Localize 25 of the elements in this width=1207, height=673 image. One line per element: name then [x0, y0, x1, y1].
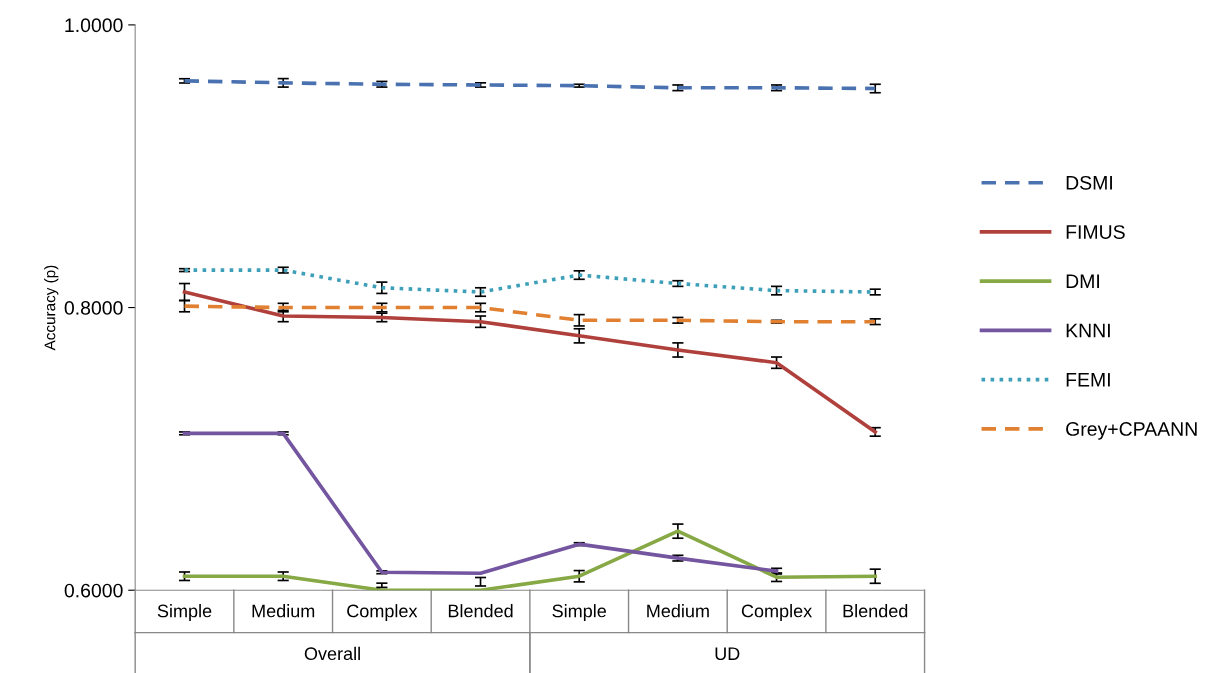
x-tick-label: Complex — [347, 604, 418, 621]
x-tick-label: Blended — [448, 604, 513, 618]
legend-label: DSMI — [1066, 175, 1112, 190]
y-axis-title: Accuracy (p) — [44, 265, 59, 351]
text: UD — [715, 647, 740, 661]
line-series — [182, 290, 878, 434]
x-tick-label: Simple — [157, 604, 212, 621]
line-series — [182, 529, 878, 591]
legend-label: FEMI — [1066, 373, 1110, 387]
legend-label: DMI — [1066, 274, 1099, 288]
legend-label: KNNI — [1066, 323, 1110, 338]
y-tick-label: 1.0000 — [65, 18, 123, 33]
x-tick-label: Medium — [252, 604, 315, 618]
line-series — [182, 304, 878, 324]
x-tick-label: Medium — [647, 604, 709, 618]
x-tick-label: Complex — [741, 604, 812, 621]
x-tick-label: Blended — [843, 604, 908, 618]
text: Overall — [304, 646, 360, 661]
legend-label: Grey+CPAANN — [1066, 422, 1197, 440]
x-tick-label: Simple — [552, 604, 606, 621]
y-tick-label: 0.6000 — [64, 583, 123, 598]
line-series — [182, 431, 779, 576]
y-tick-label: 0.8000 — [64, 301, 123, 315]
legend-label: FIMUS — [1066, 225, 1125, 239]
line-series — [182, 79, 878, 91]
